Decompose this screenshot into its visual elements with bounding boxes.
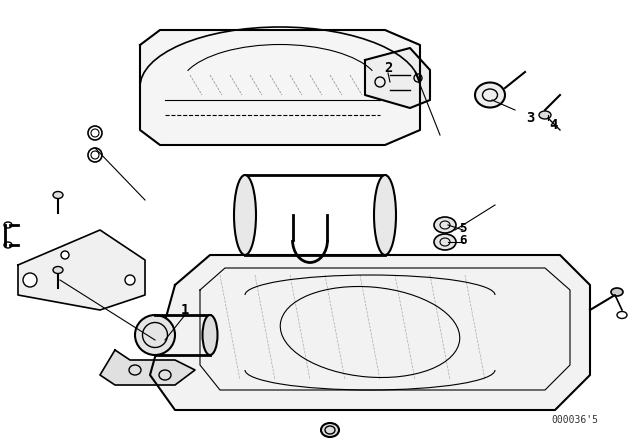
Ellipse shape bbox=[53, 267, 63, 273]
Polygon shape bbox=[100, 350, 195, 385]
Ellipse shape bbox=[61, 251, 69, 259]
Text: 3: 3 bbox=[526, 111, 534, 125]
Text: 1: 1 bbox=[181, 303, 189, 317]
Polygon shape bbox=[140, 30, 420, 145]
Text: 2: 2 bbox=[384, 61, 392, 75]
Ellipse shape bbox=[611, 288, 623, 296]
Ellipse shape bbox=[53, 191, 63, 198]
Ellipse shape bbox=[434, 234, 456, 250]
Ellipse shape bbox=[434, 217, 456, 233]
Ellipse shape bbox=[202, 315, 218, 355]
Text: 4: 4 bbox=[549, 118, 557, 132]
Ellipse shape bbox=[135, 315, 175, 355]
Text: 000036'5: 000036'5 bbox=[552, 415, 598, 425]
Polygon shape bbox=[18, 230, 145, 310]
Ellipse shape bbox=[234, 175, 256, 255]
Ellipse shape bbox=[539, 111, 551, 119]
Ellipse shape bbox=[88, 148, 102, 162]
Ellipse shape bbox=[321, 423, 339, 437]
Text: 6: 6 bbox=[460, 233, 467, 246]
Ellipse shape bbox=[88, 126, 102, 140]
Polygon shape bbox=[365, 48, 430, 108]
Text: 5: 5 bbox=[460, 221, 467, 234]
Polygon shape bbox=[150, 255, 590, 410]
Ellipse shape bbox=[475, 82, 505, 108]
Ellipse shape bbox=[23, 273, 37, 287]
Ellipse shape bbox=[125, 275, 135, 285]
Ellipse shape bbox=[374, 175, 396, 255]
